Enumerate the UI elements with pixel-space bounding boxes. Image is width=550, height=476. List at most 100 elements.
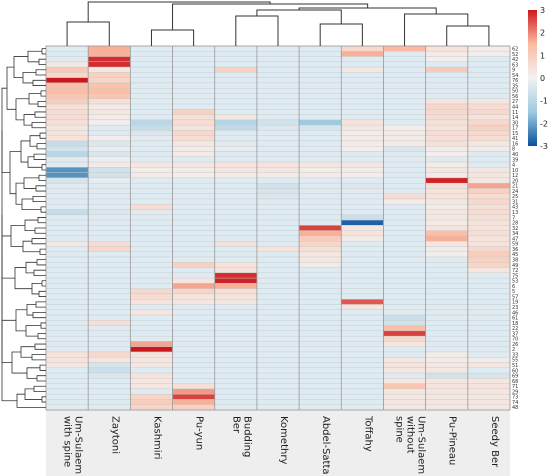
heatmap-cell (383, 378, 426, 384)
heatmap-cell (341, 119, 384, 126)
heatmap-cell (45, 262, 89, 268)
column-label: Toffahy (362, 415, 373, 452)
heatmap-cell (341, 172, 384, 179)
heatmap-cell (130, 182, 173, 189)
heatmap-cell (425, 167, 469, 173)
heatmap-cell (341, 240, 384, 247)
heatmap-cell (425, 246, 469, 252)
heatmap-cell (130, 103, 173, 110)
heatmap-cell (256, 66, 300, 73)
row-label: 53 (512, 279, 518, 285)
heatmap-cell (214, 309, 258, 316)
heatmap-cell (214, 219, 258, 226)
heatmap-cell (383, 98, 426, 105)
heatmap-cell (425, 240, 469, 247)
heatmap-cell (298, 193, 342, 200)
heatmap-cell (467, 124, 511, 131)
row-label: 70 (512, 337, 518, 343)
heatmap-cell (45, 351, 89, 358)
dendrogram-branch (41, 48, 46, 55)
heatmap-cell (383, 335, 426, 342)
heatmap-cell (341, 277, 384, 284)
heatmap-cell (298, 156, 342, 163)
heatmap-cell (87, 103, 131, 110)
heatmap-cell (256, 325, 300, 332)
heatmap-cell (172, 272, 215, 279)
dendrogram-branch (1, 319, 16, 363)
heatmap-cell (383, 188, 426, 194)
heatmap-cell (130, 151, 173, 157)
heatmap-cell (87, 240, 131, 247)
heatmap-cell (130, 114, 173, 121)
heatmap-cell (45, 288, 89, 295)
heatmap-cell (341, 320, 384, 326)
heatmap-cell (383, 45, 426, 52)
heatmap-cell (214, 304, 258, 310)
heatmap-cell (467, 256, 511, 263)
heatmap-cell (172, 256, 215, 263)
heatmap-cell (341, 251, 384, 258)
dendrogram-branch (33, 153, 46, 160)
heatmap-cell (341, 87, 384, 94)
heatmap-cell (45, 130, 89, 136)
heatmap-cell (467, 193, 511, 200)
row-label: 22 (512, 326, 518, 332)
heatmap-cell (256, 304, 300, 310)
row-label: 8 (512, 147, 515, 153)
row-label: 62 (512, 46, 518, 52)
dendrogram-branch (15, 98, 29, 121)
row-label: 68 (512, 379, 518, 385)
row-label: 23 (512, 305, 518, 311)
heatmap-cell (383, 130, 426, 136)
heatmap-cell (45, 87, 89, 94)
heatmap-cell (256, 246, 300, 252)
heatmap-cell (298, 167, 342, 173)
heatmap-cell (341, 193, 384, 200)
heatmap-cell (341, 146, 384, 152)
heatmap-cell (130, 351, 173, 358)
row-label: 13 (512, 210, 518, 216)
heatmap-cell (172, 209, 215, 216)
heatmap-cell (45, 188, 89, 194)
heatmap-cell (130, 341, 173, 347)
heatmap-cell (425, 214, 469, 221)
heatmap-cell (425, 177, 469, 184)
heatmap-cell (256, 51, 300, 57)
heatmap-cell (425, 335, 469, 342)
heatmap-cell (467, 399, 511, 405)
heatmap-cell (214, 330, 258, 337)
heatmap-cell (45, 77, 89, 84)
heatmap-cell (87, 246, 131, 252)
heatmap-cell (130, 330, 173, 337)
heatmap-cell (172, 66, 215, 73)
heatmap-cell (298, 87, 342, 94)
heatmap-cell (298, 367, 342, 374)
heatmap-cell (214, 193, 258, 200)
heatmap-cell (87, 267, 131, 274)
heatmap-cell (341, 288, 384, 295)
heatmap-cell (45, 399, 89, 405)
dendrogram-branch (446, 25, 490, 46)
heatmap-cell (172, 357, 215, 363)
row-label: 6 (512, 284, 515, 290)
legend-tick-label: -3 (540, 142, 548, 151)
heatmap-cell (87, 293, 131, 300)
heatmap-cell (214, 77, 258, 84)
heatmap-cell (467, 225, 511, 231)
heatmap-cell (425, 225, 469, 231)
row-label: 5 (512, 289, 515, 295)
heatmap-cell (214, 188, 258, 194)
dendrogram-branch (28, 93, 41, 105)
heatmap-cell (467, 151, 511, 157)
heatmap-cell (467, 372, 511, 379)
row-label: 24 (512, 189, 518, 195)
heatmap-cell (383, 314, 426, 321)
heatmap-cell (214, 66, 258, 73)
heatmap-cell (172, 346, 215, 353)
heatmap-cell (45, 256, 89, 263)
heatmap-cell (298, 209, 342, 216)
dendrogram-branch (31, 238, 46, 245)
heatmap-cell (130, 399, 173, 405)
heatmap-cell (298, 230, 342, 237)
heatmap-cell (467, 56, 511, 63)
